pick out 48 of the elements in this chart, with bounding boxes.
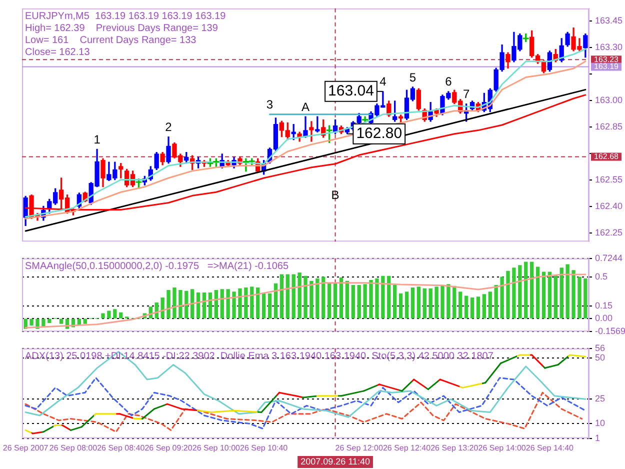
y-tick-label: 163.00 (595, 94, 623, 105)
x-tick-label: 26 Sep 2007 (2, 443, 49, 452)
y-tick-label: 162.25 (595, 227, 623, 238)
annotation: 3 (266, 98, 274, 112)
annotation: Close= 162.13 (25, 47, 90, 58)
x-tick-label: 26 Sep 14:40 (526, 443, 574, 452)
x-tick-label: 26 Sep 08:40 (97, 443, 146, 452)
y-tick-label: 162.85 (595, 121, 623, 132)
y-tick-label: -0.1569 (595, 326, 625, 336)
y-tick-label: 0.00 (595, 313, 613, 324)
chart-title: EURJPYm,M5 163.19 163.19 163.19 163.19 (25, 11, 226, 22)
annotation: 163.04 (328, 82, 374, 100)
y-tick-label: 10 (595, 418, 606, 428)
ref-line-label: 2007.09.26 11:40 (300, 456, 370, 466)
ref-line-label: 162.68 (594, 152, 620, 162)
annotation: 5 (409, 70, 416, 84)
annotation: 162.80 (356, 124, 402, 142)
y-tick-label: 0.5 (595, 272, 608, 282)
annotation: 4 (380, 74, 387, 89)
annotation: 2 (165, 120, 172, 134)
x-tick-label: 26 Sep 12:00 (335, 443, 384, 452)
y-tick-label: 25 (595, 394, 606, 404)
x-tick-label: 26 Sep 10:40 (240, 443, 288, 452)
annotation: High= 162.39 Previous Days Range= 139 (25, 23, 218, 34)
annotation: 7 (462, 87, 470, 102)
x-tick-label: 26 Sep 12:40 (382, 443, 432, 452)
y-tick-label: 163.30 (595, 42, 623, 52)
y-tick-label: 162.40 (595, 200, 623, 211)
y-tick-label: 0.7244 (595, 252, 623, 263)
y-tick-label: 1 (595, 432, 600, 443)
annotation: Low= 161 Current Days Range= 133 (25, 35, 197, 46)
ref-line-label: 163.19 (594, 62, 620, 71)
annotation: 6 (445, 74, 452, 89)
x-tick-label: 26 Sep 13:20 (430, 443, 479, 452)
chart-title: SMAAngle(50,0.15000000,2,0) -0.1975 =>MA(21) -0.1065 (25, 261, 289, 272)
annotation: A (301, 100, 310, 114)
y-tick-label: 162.55 (595, 174, 623, 184)
x-tick-label: 26 Sep 08:00 (49, 443, 98, 452)
x-tick-label: 26 Sep 09:20 (144, 443, 193, 452)
y-tick-label: 56 (595, 342, 606, 353)
x-tick-label: 26 Sep 14:00 (478, 443, 526, 452)
x-tick-label: 26 Sep 10:00 (192, 443, 241, 452)
y-tick-label: 0.15 (595, 300, 613, 311)
y-tick-label: 163.45 (595, 15, 623, 26)
y-tick-label: 50 (595, 352, 606, 363)
ref-line-label: 163.23 (594, 54, 620, 64)
annotation: B (331, 188, 340, 202)
annotation: 1 (94, 132, 101, 147)
